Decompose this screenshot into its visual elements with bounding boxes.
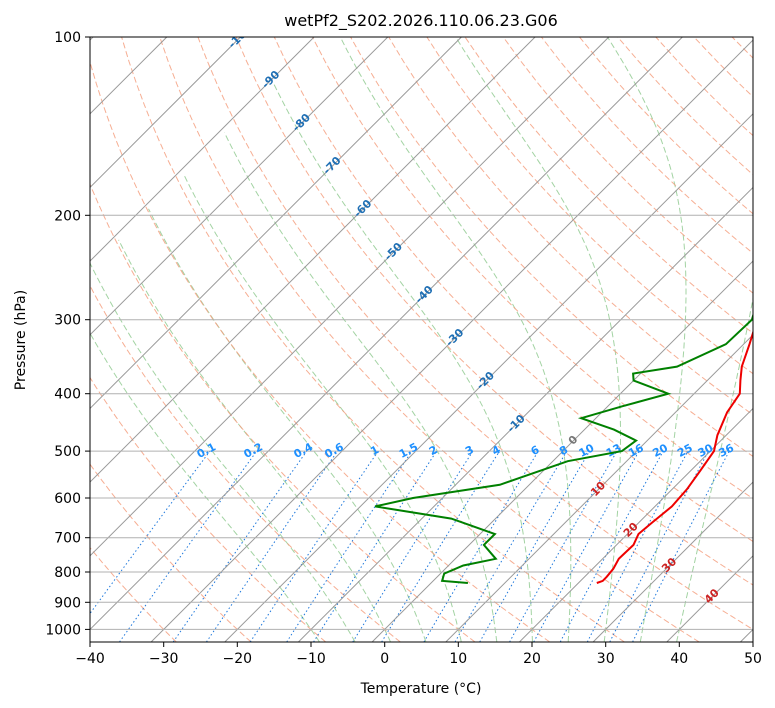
y-tick-label: 800 <box>54 565 81 581</box>
mixing-ratio-lines <box>90 450 730 642</box>
mixing-ratio-label: 10 <box>577 441 597 460</box>
pressure-gridlines <box>90 37 753 630</box>
moist-adiabat <box>118 239 392 642</box>
mixing-ratio-line <box>509 450 618 642</box>
x-tick-label: 30 <box>597 651 615 667</box>
dry-adiabat <box>90 60 551 642</box>
moist-adiabat <box>182 173 462 642</box>
y-axis-title: Pressure (hPa) <box>13 290 29 390</box>
isotherm-line <box>150 39 753 642</box>
dry-adiabat <box>388 37 753 416</box>
mixing-ratio-line <box>119 450 258 642</box>
y-tick-label: 500 <box>54 444 81 460</box>
mixing-ratio-line <box>313 450 438 642</box>
dry-adiabat <box>90 376 327 642</box>
chart-title: wetPf2_S202.2026.110.06.23.G06 <box>284 11 558 31</box>
x-tick-label: −40 <box>75 651 105 667</box>
mixing-ratio-line <box>559 450 664 642</box>
y-tick-label: 400 <box>54 387 81 403</box>
isotherm-line <box>298 186 753 642</box>
moist-adiabat <box>676 295 753 642</box>
y-tick-label: 300 <box>54 313 81 329</box>
dry-adiabat <box>235 37 753 586</box>
x-tick-label: 10 <box>449 651 467 667</box>
mixing-ratio-line <box>352 450 474 642</box>
plot-frame <box>89 36 754 643</box>
x-axis-ticks: −40 −30 −20 −10 0 10 20 30 40 50 <box>75 642 762 667</box>
moist-adiabat <box>273 83 533 642</box>
x-tick-label: −30 <box>149 651 179 667</box>
y-tick-label: 200 <box>54 208 81 224</box>
mixing-ratio-line <box>381 450 500 642</box>
y-axis-ticks: 100 200 300 400 500 600 700 800 900 1000 <box>45 30 90 638</box>
x-tick-label: 50 <box>744 651 762 667</box>
mixing-ratio-label: 20 <box>650 441 670 460</box>
isotherm-line <box>90 37 389 336</box>
dry-adiabat <box>90 463 252 642</box>
dry-adiabat <box>502 37 753 294</box>
moist-adiabat <box>148 208 427 642</box>
plot-area: -100-90-80-70-60-50-40-30-20-10010203040… <box>90 37 753 642</box>
y-tick-label: 1000 <box>45 622 81 638</box>
mixing-ratio-line <box>632 450 730 642</box>
moist-adiabat <box>90 332 320 642</box>
mixing-ratio-line <box>286 450 413 642</box>
isotherm-line <box>445 334 753 642</box>
y-tick-label: 700 <box>54 531 81 547</box>
x-tick-label: 0 <box>380 651 389 667</box>
moist-adiabat <box>607 37 687 642</box>
isotherm-line <box>90 37 683 631</box>
isotherm-line <box>371 260 753 642</box>
dry-adiabat <box>121 37 625 642</box>
isotherm-line <box>224 113 753 642</box>
mixing-ratio-label: 36 <box>716 441 736 460</box>
dewpoint-line <box>374 312 753 584</box>
y-tick-label: 900 <box>54 595 81 611</box>
x-tick-label: −10 <box>296 651 326 667</box>
temperature-line <box>596 329 753 584</box>
dry-adiabat <box>90 546 177 642</box>
x-tick-label: −20 <box>223 651 253 667</box>
dry-adiabat <box>90 182 476 642</box>
x-tick-label: 20 <box>523 651 541 667</box>
mixing-ratio-line <box>205 450 338 642</box>
moist-adiabat <box>339 37 572 642</box>
y-tick-label: 100 <box>54 30 81 46</box>
mixing-ratio-labels: 0.1 0.2 0.4 0.6 1 1.5 2 3 4 6 8 10 13 16 20 25 30 36 <box>195 440 737 461</box>
x-axis-title: Temperature (°C) <box>360 681 482 697</box>
isotherm-line <box>90 37 610 557</box>
mixing-ratio-line <box>90 450 211 615</box>
isotherms <box>90 37 753 642</box>
mixing-ratio-label: 16 <box>626 441 646 460</box>
mixing-ratio-line <box>249 450 379 642</box>
isotherm-line <box>592 481 753 642</box>
mixing-ratio-label: 25 <box>675 441 695 460</box>
isotherm-line <box>90 37 315 262</box>
dry-adiabat <box>426 37 753 375</box>
isotherm-line <box>90 37 536 483</box>
mixing-ratio-label: 13 <box>604 441 624 460</box>
isotherm-line <box>519 407 753 642</box>
mixing-ratio-line <box>172 450 308 642</box>
mixing-ratio-line <box>533 450 640 642</box>
x-tick-label: 40 <box>670 651 688 667</box>
isotherm-line <box>90 37 241 189</box>
isotherm-line <box>90 37 462 410</box>
y-tick-label: 600 <box>54 491 81 507</box>
dry-adiabat <box>197 37 753 630</box>
